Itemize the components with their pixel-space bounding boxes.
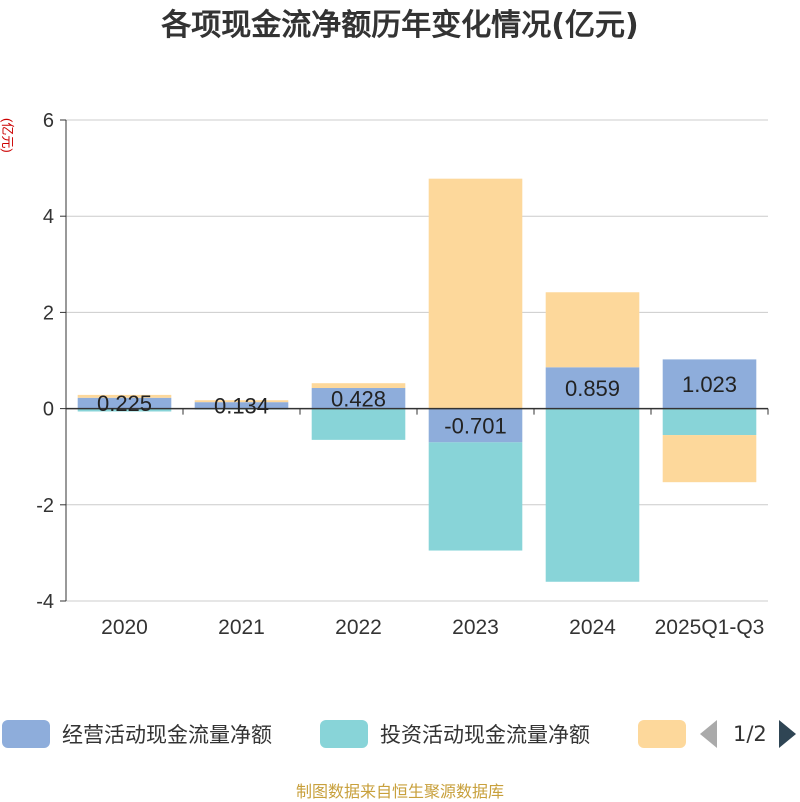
bar-1-2022 [311,388,406,409]
legend-item-operating[interactable]: 经营活动现金流量净额 [2,717,272,751]
x-tick-label: 2024 [569,616,616,639]
bar-1-2025Q1-Q3 [662,359,757,409]
data-label: 0.134 [214,393,269,418]
chart-title: 各项现金流净额历年变化情况(亿元) [161,8,639,43]
x-tick-label: 2021 [218,616,265,639]
x-tick-label: 2020 [101,616,148,639]
bar-1-2024 [545,367,640,409]
y-tick-label: -2 [36,495,54,517]
data-source-note: 制图数据来自恒生聚源数据库 [295,782,504,801]
legend-next-page-icon[interactable] [778,720,796,748]
bar-3-2021 [194,400,289,403]
data-label: 1.023 [682,372,737,397]
bar-3-2023 [428,178,523,409]
legend-prev-page-icon[interactable] [700,720,717,748]
y-tick-label: 0 [43,399,54,421]
bar-2-2022 [311,408,406,440]
bar-3-2022 [311,383,406,389]
y-tick-label: 4 [43,206,54,228]
y-axis-unit-label: (亿元) [0,118,15,153]
legend-swatch [638,720,686,748]
bar-2-2020 [77,408,172,412]
legend: 经营活动现金流量净额 投资活动现金流量净额 [0,717,800,751]
data-label: 0.225 [97,391,152,416]
bar-1-2021 [194,402,289,409]
legend-item-financing[interactable] [638,717,698,751]
bar-3-2024 [545,292,640,368]
x-tick-label: 2022 [335,616,382,639]
legend-label: 经营活动现金流量净额 [62,723,272,747]
bar-1-2020 [77,397,172,409]
legend-swatch [2,720,50,748]
bar-1-2023 [428,408,523,443]
y-tick-label: 2 [43,302,54,324]
y-tick-label: -4 [36,591,54,613]
data-label: -0.701 [444,413,506,438]
legend-label: 投资活动现金流量净额 [380,723,590,747]
y-tick-label: 6 [43,110,54,132]
bar-3-2020 [77,394,172,398]
bar-3-2025Q1-Q3 [662,435,757,483]
bar-2-2025Q1-Q3 [662,408,757,436]
bar-2-2023 [428,442,523,551]
legend-swatch [320,720,368,748]
legend-pager: 1/2 [700,717,796,751]
data-label: 0.428 [331,386,386,411]
data-label: 0.859 [565,376,620,401]
x-tick-label: 2023 [452,616,499,639]
legend-item-investing[interactable]: 投资活动现金流量净额 [320,717,590,751]
legend-page-indicator: 1/2 [733,722,767,746]
x-tick-label: 2025Q1-Q3 [655,616,765,639]
bar-2-2024 [545,408,640,582]
